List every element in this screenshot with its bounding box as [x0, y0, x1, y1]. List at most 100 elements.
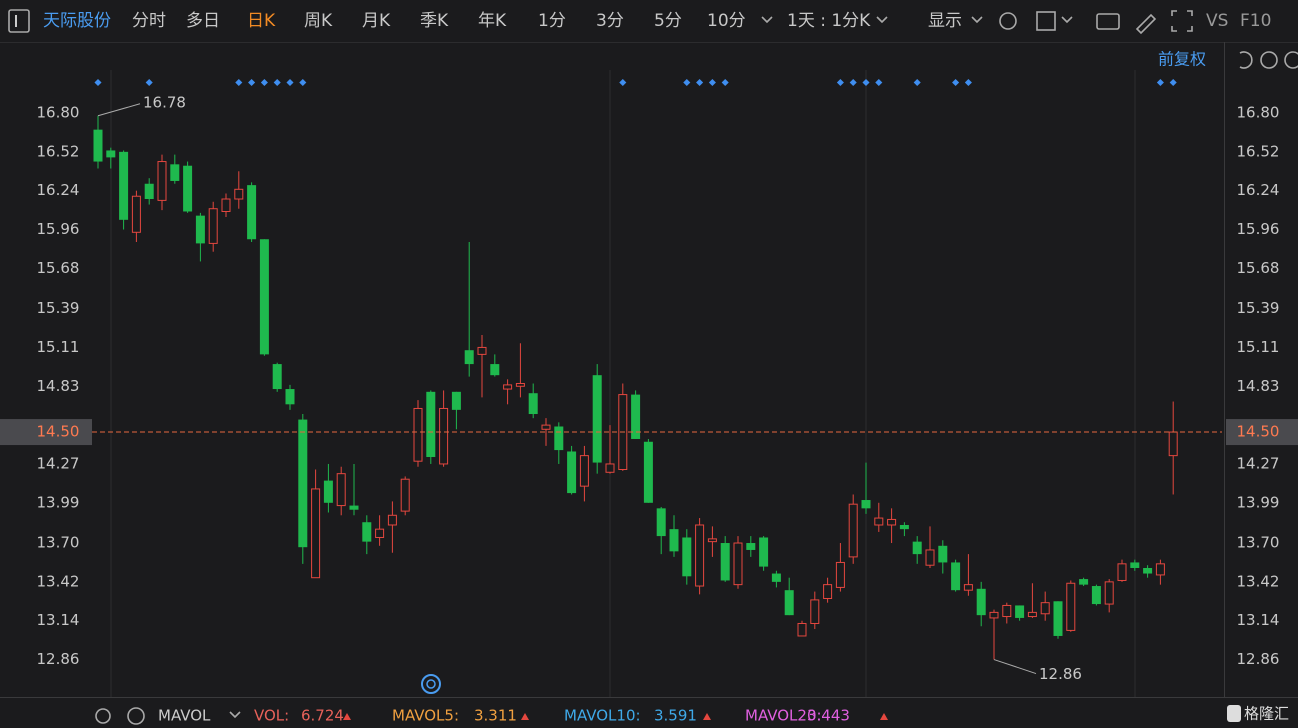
candle-body: [1155, 563, 1165, 576]
y-tick-label-right: 15.68: [1237, 259, 1280, 277]
tab[interactable]: 5分: [654, 11, 682, 31]
y-tick-label: 14.83: [37, 377, 80, 395]
y-tick-label-right: 15.39: [1237, 299, 1280, 317]
indicator-name: MAVOL20:: [745, 707, 822, 725]
y-tick-label: 13.99: [37, 493, 80, 511]
candle-body: [1079, 579, 1089, 585]
camera-icon[interactable]: [1096, 13, 1120, 30]
y-tick-label-right: 13.14: [1237, 611, 1280, 629]
y-tick-label: 13.14: [37, 611, 80, 629]
indicator[interactable]: MAVOL: [158, 707, 211, 725]
minus-icon[interactable]: [1260, 51, 1278, 69]
event-marker[interactable]: [849, 78, 857, 87]
square-icon[interactable]: [1036, 11, 1056, 31]
tab[interactable]: 10分: [707, 11, 746, 31]
candle-body: [247, 185, 257, 240]
candle-body: [144, 183, 154, 200]
candle-body: [93, 129, 103, 162]
tab[interactable]: 月K: [362, 11, 391, 31]
y-tick-label-right: 14.27: [1237, 454, 1280, 472]
event-marker[interactable]: [875, 78, 883, 87]
candle-body: [823, 584, 833, 600]
event-marker[interactable]: [94, 78, 102, 87]
indicator-chevron: [229, 711, 241, 719]
candle-body: [1130, 562, 1140, 568]
tab[interactable]: 分时: [132, 11, 166, 31]
event-marker[interactable]: [683, 78, 691, 87]
event-marker[interactable]: [299, 78, 307, 87]
event-marker[interactable]: [721, 78, 729, 87]
event-marker[interactable]: [708, 78, 716, 87]
candle-body: [848, 503, 858, 558]
f10[interactable]: F10: [1240, 11, 1271, 31]
event-marker[interactable]: [273, 78, 281, 87]
event-marker[interactable]: [260, 78, 268, 87]
plus-icon[interactable]: [1284, 51, 1298, 69]
candle-body: [912, 541, 922, 555]
tab[interactable]: 日K: [247, 11, 276, 31]
y-tick-label-right: 16.24: [1237, 181, 1280, 199]
candle-body: [259, 239, 269, 355]
adjust[interactable]: 前复权: [1158, 50, 1206, 69]
candle-body: [631, 394, 641, 439]
menu-icon[interactable]: [8, 9, 30, 33]
event-marker[interactable]: [696, 78, 704, 87]
candle-body: [835, 561, 845, 588]
candle-body: [387, 514, 397, 526]
candle-body: [515, 383, 525, 387]
undo-icon[interactable]: [1239, 51, 1253, 69]
candle-body: [477, 346, 487, 355]
candle-body: [989, 611, 999, 619]
candle-body: [797, 622, 807, 637]
event-marker[interactable]: [836, 78, 844, 87]
stock-name[interactable]: 天际股份: [43, 11, 111, 31]
candle-body: [925, 549, 935, 566]
pencil-icon[interactable]: [1135, 13, 1157, 35]
event-marker[interactable]: [235, 78, 243, 87]
tab[interactable]: 1分: [538, 11, 566, 31]
display[interactable]: 显示: [928, 11, 962, 31]
indicator-name: MAVOL5:: [392, 707, 459, 725]
locate-icon[interactable]: [421, 674, 441, 694]
candle-body: [221, 198, 231, 212]
event-marker[interactable]: [286, 78, 294, 87]
y-tick-label: 14.27: [37, 454, 80, 472]
last-price-label: 14.50: [37, 423, 80, 441]
event-marker[interactable]: [862, 78, 870, 87]
candle-body: [272, 364, 282, 390]
footer-divider: [0, 697, 1298, 698]
candle-body: [938, 545, 948, 563]
settings-icon[interactable]: [999, 12, 1017, 30]
candle-body: [759, 537, 769, 567]
candle-body: [311, 488, 321, 579]
candle-body: [298, 419, 308, 548]
tab[interactable]: 季K: [420, 11, 449, 31]
event-marker[interactable]: [913, 78, 921, 87]
event-marker[interactable]: [964, 78, 972, 87]
chevrons: [761, 16, 1073, 24]
candle-body: [1002, 604, 1012, 618]
candle-body: [106, 150, 116, 158]
tab[interactable]: 多日: [186, 11, 220, 31]
tab[interactable]: 周K: [304, 11, 333, 31]
candle-body: [682, 537, 692, 577]
event-marker[interactable]: [952, 78, 960, 87]
event-marker[interactable]: [619, 78, 627, 87]
y-tick-label-right: 15.96: [1237, 220, 1280, 238]
axis-divider: [1224, 42, 1225, 698]
expand-icon[interactable]: [1171, 10, 1193, 32]
candle-body: [771, 573, 781, 582]
vs[interactable]: VS: [1206, 11, 1228, 31]
event-marker[interactable]: [248, 78, 256, 87]
indicator-name: MAVOL10:: [564, 707, 641, 725]
y-tick-label-right: 13.99: [1237, 493, 1280, 511]
footer-settings[interactable]: [95, 708, 111, 724]
event-marker[interactable]: [145, 78, 153, 87]
tab[interactable]: 年K: [478, 11, 507, 31]
period[interactable]: 1天 : 1分K: [787, 11, 871, 31]
tab[interactable]: 3分: [596, 11, 624, 31]
footer-close[interactable]: [127, 707, 145, 725]
candle-body: [528, 393, 538, 415]
